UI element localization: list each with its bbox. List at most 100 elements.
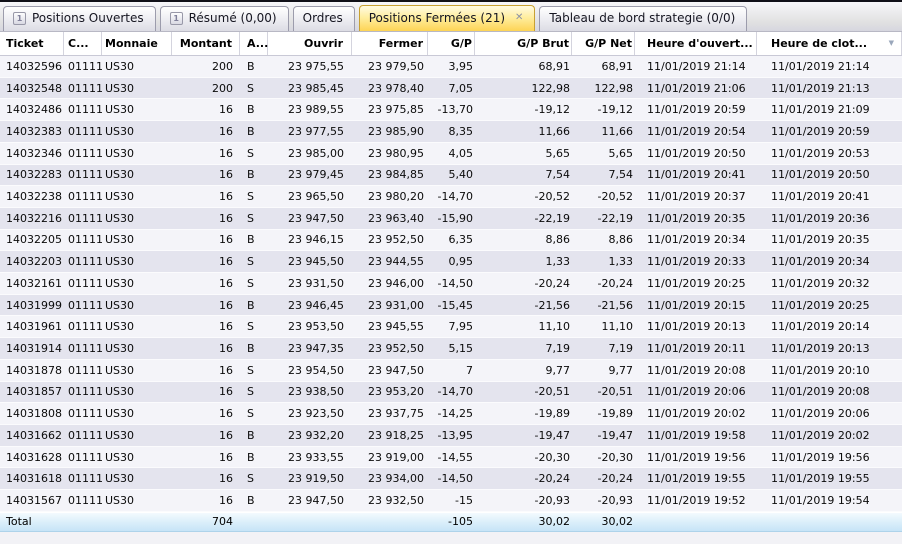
cell-ouvrir: 23 985,00 (288, 146, 344, 160)
table-row[interactable]: 14031618 01111 US30 16 S 23 919,50 23 934,00 -1… (0, 468, 902, 491)
column-header-ouvrir[interactable]: Ouvrir (268, 32, 352, 55)
cell-fermer: 23 937,75 (368, 407, 424, 421)
table-row[interactable]: 14032596 01111 US30 200 B 23 975,55 23 979,50 3… (0, 56, 902, 78)
cell-gp_net: 5,65 (608, 146, 634, 160)
cell-compte: 01111 (68, 363, 102, 377)
cell-ticket: 14032283 (6, 168, 62, 182)
cell-fermer: 23 934,00 (368, 472, 424, 486)
cell-achat_vente: S (247, 211, 254, 225)
cell-fermer: 23 944,55 (368, 255, 424, 269)
table-row[interactable]: 14032161 01111 US30 16 S 23 931,50 23 946,00 -1… (0, 273, 902, 295)
cell-gp_brut: 68,91 (538, 59, 571, 73)
cell-ouvrir: 23 947,50 (288, 211, 344, 225)
cell-achat_vente: B (247, 298, 255, 312)
cell-gp_net: 7,19 (608, 341, 634, 355)
table-row[interactable]: 14032205 01111 US30 16 B 23 946,15 23 952,50 6,… (0, 229, 902, 252)
table-row[interactable]: 14032383 01111 US30 16 B 23 977,55 23 985,90 8,… (0, 121, 902, 143)
cell-heure_ouverture: 11/01/2019 20:15 (647, 298, 746, 312)
table-row[interactable]: 14032283 01111 US30 16 B 23 979,45 23 984,85 5,… (0, 164, 902, 187)
cell-ouvrir: 23 931,50 (288, 276, 344, 290)
table-footer-spacer (0, 531, 902, 544)
table-row[interactable]: 14032346 01111 US30 16 S 23 985,00 23 980,95 4,… (0, 142, 902, 165)
column-header-gp-net[interactable]: G/P Net (572, 32, 635, 55)
cell-ouvrir: 23 989,55 (288, 103, 344, 117)
tab-positions-ouvertes[interactable]: 1 Positions Ouvertes (3, 6, 156, 31)
column-header-fermer[interactable]: Fermer (352, 32, 428, 55)
cell-ouvrir: 23 945,50 (288, 255, 344, 269)
cell-gp_brut: 11,10 (538, 320, 571, 334)
table-row[interactable]: 14031662 01111 US30 16 B 23 932,20 23 918,25 -1… (0, 424, 902, 447)
cell-gp: -15,90 (437, 211, 473, 225)
column-header-compte[interactable]: C... (64, 32, 102, 55)
table-row[interactable]: 14032548 01111 US30 200 S 23 985,45 23 978,40 7… (0, 77, 902, 100)
column-header-monnaie[interactable]: Monnaie (102, 32, 172, 55)
cell-ticket: 14032548 (6, 81, 62, 95)
cell-heure_ouverture: 11/01/2019 20:08 (647, 363, 746, 377)
tab-tableau-de-bord[interactable]: Tableau de bord strategie (0/0) (539, 6, 748, 31)
cell-ticket: 14031567 (6, 493, 62, 507)
cell-gp: 5,15 (448, 341, 474, 355)
cell-ouvrir: 23 947,35 (288, 341, 344, 355)
cell-achat_vente: S (247, 255, 254, 269)
table-row[interactable]: 14031999 01111 US30 16 B 23 946,45 23 931,00 -1… (0, 294, 902, 317)
cell-heure_ouverture: 11/01/2019 21:14 (647, 59, 746, 73)
cell-heure_cloture: 11/01/2019 20:10 (771, 363, 870, 377)
table-row[interactable]: 14032486 01111 US30 16 B 23 989,55 23 975,85 -1… (0, 99, 902, 122)
total-cell-montant: 704 (212, 515, 233, 529)
table-row[interactable]: 14031808 01111 US30 16 S 23 923,50 23 937,75 -1… (0, 403, 902, 425)
cell-gp_net: 1,33 (608, 255, 634, 269)
column-header-gp[interactable]: G/P (428, 32, 475, 55)
table-row[interactable]: 14031914 01111 US30 16 B 23 947,35 23 952,50 5,… (0, 338, 902, 360)
cell-gp_net: 122,98 (594, 81, 634, 95)
column-header-achat-vente[interactable]: A... (240, 32, 268, 55)
column-header-heure-ouverture[interactable]: Heure d'ouvert... (635, 32, 757, 55)
cell-monnaie: US30 (105, 407, 135, 421)
cell-heure_cloture: 11/01/2019 20:02 (771, 428, 870, 442)
cell-ticket: 14032596 (6, 59, 62, 73)
table-row[interactable]: 14032216 01111 US30 16 S 23 947,50 23 963,40 -1… (0, 207, 902, 230)
cell-ouvrir: 23 919,50 (288, 472, 344, 486)
cell-compte: 01111 (68, 211, 102, 225)
tab-positions-fermees[interactable]: Positions Fermées (21) ✕ (358, 5, 536, 31)
cell-ouvrir: 23 923,50 (288, 407, 344, 421)
table-row[interactable]: 14031567 01111 US30 16 B 23 947,50 23 932,50 -1… (0, 490, 902, 512)
cell-fermer: 23 984,85 (368, 168, 424, 182)
cell-achat_vente: B (247, 450, 255, 464)
cell-heure_ouverture: 11/01/2019 19:58 (647, 428, 746, 442)
cell-montant: 16 (219, 124, 233, 138)
cell-achat_vente: S (247, 146, 254, 160)
column-header-ticket[interactable]: Ticket (0, 32, 64, 55)
column-header-heure-cloture[interactable]: Heure de clot... ▼ (757, 32, 902, 55)
table-row[interactable]: 14031857 01111 US30 16 S 23 938,50 23 953,20 -1… (0, 381, 902, 404)
cell-gp: -14,25 (437, 407, 473, 421)
cell-gp_brut: 5,65 (545, 146, 571, 160)
table-row[interactable]: 14032238 01111 US30 16 S 23 965,50 23 980,20 -1… (0, 186, 902, 208)
table-row[interactable]: 14031628 01111 US30 16 B 23 933,55 23 919,00 -1… (0, 446, 902, 469)
cell-achat_vente: B (247, 103, 255, 117)
total-row: Total 704 -105 30,02 30,02 (0, 511, 902, 532)
tab-bar: 1 Positions Ouvertes 1 Résumé (0,00) Ord… (0, 2, 902, 32)
cell-heure_ouverture: 11/01/2019 20:33 (647, 255, 746, 269)
cell-gp_net: -20,52 (597, 190, 633, 204)
tab-ordres[interactable]: Ordres (292, 6, 355, 31)
cell-heure_cloture: 11/01/2019 20:35 (771, 233, 870, 247)
cell-heure_cloture: 11/01/2019 20:34 (771, 255, 870, 269)
table-row[interactable]: 14031961 01111 US30 16 S 23 953,50 23 945,55 7,… (0, 316, 902, 339)
total-cell-gp_brut: 30,02 (538, 515, 571, 529)
table-row[interactable]: 14032203 01111 US30 16 S 23 945,50 23 944,55 0,… (0, 251, 902, 274)
tab-resume[interactable]: 1 Résumé (0,00) (159, 6, 289, 31)
cell-compte: 01111 (68, 276, 102, 290)
cell-gp: 5,40 (448, 168, 474, 182)
cell-ouvrir: 23 938,50 (288, 385, 344, 399)
cell-heure_cloture: 11/01/2019 19:55 (771, 472, 870, 486)
table-row[interactable]: 14031878 01111 US30 16 S 23 954,50 23 947,50 7 9… (0, 359, 902, 382)
cell-fermer: 23 918,25 (368, 428, 424, 442)
column-header-montant[interactable]: Montant (172, 32, 240, 55)
cell-gp_net: -20,51 (597, 385, 633, 399)
cell-ticket: 14032383 (6, 124, 62, 138)
close-icon[interactable]: ✕ (515, 12, 524, 23)
cell-gp_brut: -19,12 (534, 103, 570, 117)
cell-achat_vente: S (247, 276, 254, 290)
total-cell-gp: -105 (448, 515, 473, 529)
column-header-gp-brut[interactable]: G/P Brut (475, 32, 572, 55)
